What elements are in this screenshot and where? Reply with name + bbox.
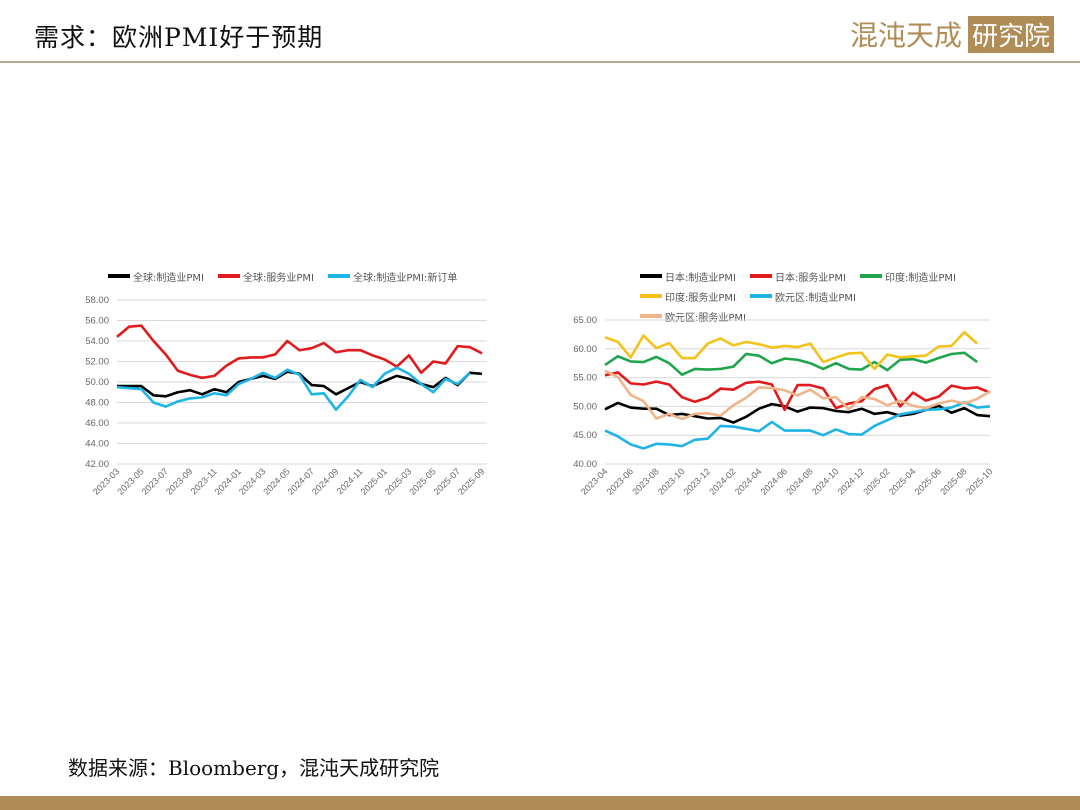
y-tick-label: 45.00 xyxy=(573,430,597,441)
legend-label: 全球:制造业PMI:新订单 xyxy=(352,272,458,284)
series-line xyxy=(604,351,978,377)
legend-label: 日本:服务业PMI xyxy=(774,272,846,284)
header-divider xyxy=(0,61,1080,63)
chart-regional-pmi: 40.0045.0050.0055.0060.0065.002023-04202… xyxy=(573,315,994,497)
legend-swatch xyxy=(327,274,350,278)
x-tick-label: 2024-06 xyxy=(759,466,789,496)
x-tick-label: 2024-08 xyxy=(784,466,814,496)
y-tick-label: 42.00 xyxy=(85,459,109,470)
x-tick-label: 2023-12 xyxy=(682,466,712,496)
logo-main: 混沌天成 xyxy=(849,19,962,52)
legend-label: 印度:服务业PMI xyxy=(665,292,736,304)
y-tick-label: 54.00 xyxy=(85,336,109,347)
x-tick-label: 2024-04 xyxy=(733,466,763,496)
legend-swatch xyxy=(108,274,130,278)
legend-label: 印度:制造业PMI xyxy=(884,272,956,284)
legend-swatch xyxy=(749,294,772,298)
y-tick-label: 50.00 xyxy=(573,401,597,412)
x-tick-label: 2025-08 xyxy=(938,466,968,496)
legend-label: 欧元区:制造业PMI xyxy=(774,292,856,304)
legend-item: 日本:制造业PMI xyxy=(640,266,736,286)
legend-label: 欧元区:服务业PMI xyxy=(665,312,746,324)
x-tick-label: 2023-06 xyxy=(605,466,635,496)
x-tick-label: 2025-10 xyxy=(964,466,994,496)
y-tick-label: 55.00 xyxy=(573,373,597,384)
legend-swatch xyxy=(217,274,240,278)
legend-label: 全球:服务业PMI xyxy=(242,272,314,284)
legend-item: 印度:制造业PMI xyxy=(859,266,956,286)
x-tick-label: 2023-09 xyxy=(164,466,194,496)
legend-label: 日本:制造业PMI xyxy=(665,272,736,284)
x-tick-label: 2023-04 xyxy=(579,466,609,496)
series-line xyxy=(116,366,471,411)
legend-item: 欧元区:制造业PMI xyxy=(749,286,856,306)
legend-item: 印度:服务业PMI xyxy=(640,286,736,306)
y-tick-label: 52.00 xyxy=(85,357,109,368)
legend-label: 全球:制造业PMI xyxy=(133,272,204,284)
y-tick-label: 40.00 xyxy=(573,459,597,470)
legend-item: 全球:服务业PMI xyxy=(217,266,314,286)
page-title: 需求：欧洲PMI好于预期 xyxy=(34,23,324,52)
series-line xyxy=(116,324,483,380)
legend-swatch xyxy=(640,294,662,298)
x-tick-label: 2025-06 xyxy=(913,466,943,496)
legend-item: 全球:制造业PMI xyxy=(108,266,204,286)
x-tick-label: 2024-09 xyxy=(310,466,340,496)
y-tick-label: 46.00 xyxy=(85,418,109,429)
x-tick-label: 2024-02 xyxy=(707,466,737,496)
y-tick-label: 48.00 xyxy=(85,398,109,409)
chart-legend-regions: 日本:制造业PMI 日本:服务业PMI 印度:制造业PMI 印度:服务业PMI 欧元区:… xyxy=(640,266,970,326)
x-tick-label: 2023-08 xyxy=(630,466,660,496)
chart-legend-global: 全球:制造业PMI 全球:服务业PMI 全球:制造业PMI:新订单 xyxy=(108,266,508,286)
y-tick-label: 50.00 xyxy=(85,377,109,388)
y-tick-label: 60.00 xyxy=(573,344,597,355)
x-tick-label: 2025-04 xyxy=(887,466,917,496)
x-tick-label: 2025-02 xyxy=(861,466,891,496)
logo: 混沌天成 研究院 xyxy=(850,14,1054,54)
legend-item: 全球:制造业PMI:新订单 xyxy=(327,266,458,286)
y-tick-label: 65.00 xyxy=(573,315,597,326)
footer-bar xyxy=(0,796,1080,810)
y-tick-label: 44.00 xyxy=(85,439,109,450)
legend-item: 欧元区:服务业PMI xyxy=(640,306,746,326)
series-line xyxy=(604,330,979,371)
logo-box: 研究院 xyxy=(967,15,1054,53)
legend-swatch xyxy=(640,314,662,318)
legend-swatch xyxy=(859,274,882,278)
y-tick-label: 56.00 xyxy=(85,316,109,327)
y-tick-label: 58.00 xyxy=(85,295,109,306)
x-tick-label: 2024-10 xyxy=(810,466,840,496)
legend-swatch xyxy=(640,274,662,278)
x-tick-label: 2025-09 xyxy=(456,466,486,496)
data-source: 数据来源：Bloomberg，混沌天成研究院 xyxy=(68,756,440,780)
chart-global-pmi: 42.00 44.00 46.00 48.00 50.00 52.00 54.00 56.00… xyxy=(85,295,487,497)
legend-swatch xyxy=(749,274,772,278)
series-line xyxy=(604,401,991,450)
x-tick-label: 2024-12 xyxy=(836,466,866,496)
legend-item: 日本:服务业PMI xyxy=(749,266,846,286)
x-tick-label: 2023-10 xyxy=(656,466,686,496)
